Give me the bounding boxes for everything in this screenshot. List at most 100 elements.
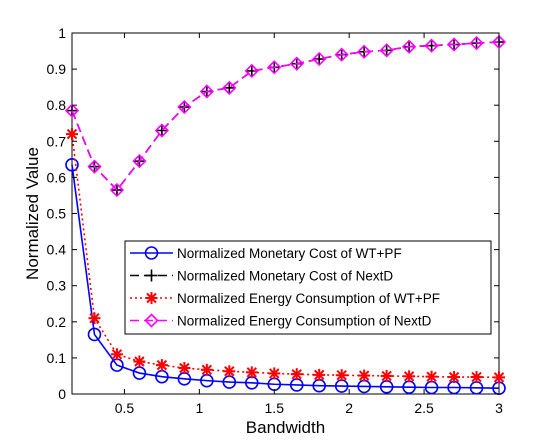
series-2-point-10 — [290, 368, 303, 381]
series-3-point-8 — [244, 63, 259, 79]
series-2-point-4 — [155, 359, 168, 372]
x-axis-label: Bandwidth — [246, 418, 325, 437]
series-2-point-5 — [178, 362, 191, 375]
y-tick-label-1: 0.1 — [47, 350, 67, 366]
series-2-point-11-d2 — [314, 369, 325, 381]
series-line-0 — [71, 164, 500, 390]
axes-layer: 0.5 1 1.5 2 2.5 3 0 0.1 0.2 0.3 0.4 0.5 0.6 0.7 0.8 0.9… — [47, 25, 504, 416]
y-tick-label-2: 0.2 — [47, 314, 67, 330]
series-0-point-1 — [87, 327, 102, 342]
legend-box — [124, 240, 492, 335]
series-2-point-0 — [66, 128, 78, 141]
series-2-point-1-d2 — [89, 312, 100, 324]
series-3-point-15 — [401, 39, 417, 54]
legend-label-3: Normalized Energy Consumption of NextD — [177, 314, 432, 329]
series-3-point-12-shape — [334, 47, 349, 62]
y-tick-label-4: 0.4 — [47, 242, 67, 258]
series-2-point-19 — [493, 371, 505, 384]
series-3-point-8-shape — [244, 63, 259, 79]
series-2-point-4-d2 — [156, 359, 168, 371]
series-2-point-3 — [133, 355, 146, 368]
series-2-point-14-d2 — [381, 370, 392, 382]
y-tick-label-7: 0.7 — [47, 133, 67, 149]
y-tick-label-0: 0 — [58, 386, 66, 402]
series-2-point-7 — [223, 365, 236, 378]
series-2-point-2-d2 — [111, 349, 123, 360]
x-tick-label-3: 2 — [345, 400, 353, 416]
y-tick-label-8: 0.8 — [47, 97, 67, 113]
series-2-point-11 — [313, 368, 326, 381]
series-2-point-14 — [380, 369, 393, 382]
x-tick-label-5: 3 — [495, 400, 503, 416]
series-2-point-13-d2 — [358, 370, 370, 381]
series-3-point-5 — [177, 99, 192, 115]
series-2-point-8 — [245, 366, 258, 379]
series-3-point-1 — [87, 159, 102, 174]
series-2-point-18 — [470, 371, 483, 384]
series-3-point-19-shape — [491, 34, 507, 50]
series-3-point-9-shape — [267, 60, 282, 75]
y-tick-label-5: 0.5 — [47, 206, 67, 222]
plot-area — [71, 32, 500, 395]
series-2-point-7-d2 — [224, 366, 235, 377]
x-tick-label-0: 0.5 — [115, 400, 135, 416]
series-2-point-6-d2 — [201, 364, 213, 376]
series-3-point-0-shape — [64, 103, 80, 118]
series-2-point-15-d2 — [403, 371, 415, 382]
y-tick-label-10: 1 — [58, 25, 66, 41]
series-3-point-11 — [312, 51, 327, 67]
legend-label-0: Normalized Monetary Cost of WT+PF — [177, 246, 402, 261]
series-2-point-5-d2 — [179, 362, 190, 374]
x-tick-label-4: 2.5 — [414, 400, 434, 416]
x-tick-label-1: 1 — [195, 400, 203, 416]
series-2-point-6 — [200, 363, 213, 376]
legend: Normalized Monetary Cost of WT+PF Normali… — [124, 240, 492, 335]
series-3-point-9 — [267, 60, 282, 75]
series-2-point-15 — [403, 370, 416, 383]
series-2-point-8-d2 — [246, 367, 257, 378]
series-2-point-3-d2 — [134, 356, 145, 367]
series-2-point-0-d2 — [66, 128, 78, 140]
series-layer — [64, 34, 507, 396]
series-3-point-18 — [469, 35, 484, 51]
series-3-point-3 — [132, 154, 147, 169]
series-3-point-16 — [424, 38, 439, 53]
series-2-point-19-d2 — [493, 372, 505, 383]
legend-marker-1 — [145, 269, 158, 282]
series-0-point-1-shape — [87, 327, 102, 342]
series-3-point-14 — [379, 43, 394, 58]
series-3-point-7-shape — [222, 80, 237, 96]
series-3-point-13-shape — [357, 44, 372, 59]
series-3-point-12 — [334, 47, 349, 62]
legend-marker-2 — [145, 292, 158, 304]
series-3-point-13 — [357, 44, 372, 59]
series-3-point-10 — [289, 56, 304, 71]
series-3-point-16-shape — [424, 38, 439, 53]
series-3-point-17 — [446, 37, 462, 52]
series-2-point-13 — [358, 369, 371, 382]
series-3-point-4-shape — [154, 123, 170, 138]
series-3-point-4 — [154, 123, 170, 138]
series-2-point-1 — [88, 312, 101, 325]
series-3-point-10-shape — [289, 56, 304, 71]
series-2-point-12-d2 — [336, 370, 347, 381]
series-0-point-0 — [65, 157, 79, 172]
legend-marker-0-shape — [144, 246, 159, 260]
series-2-point-16-d2 — [426, 371, 437, 382]
series-0-point-0-shape — [65, 157, 79, 172]
legend-marker-2-d2 — [146, 292, 157, 304]
series-2-point-12 — [335, 369, 348, 382]
series-line-3 — [71, 41, 500, 192]
legend-marker-0 — [144, 246, 159, 260]
series-3-point-15-shape — [401, 39, 417, 54]
series-2-point-16 — [425, 370, 438, 383]
x-tick-label-2: 1.5 — [265, 400, 285, 416]
series-3-point-6-shape — [199, 84, 214, 99]
y-tick-label-6: 0.6 — [47, 169, 67, 185]
series-3-point-11-shape — [312, 51, 327, 67]
legend-marker-3-shape — [144, 313, 159, 328]
legend-label-2: Normalized Energy Consumption of WT+PF — [177, 291, 440, 306]
series-2-point-18-d2 — [471, 371, 482, 383]
y-tick-label-9: 0.9 — [47, 61, 67, 77]
